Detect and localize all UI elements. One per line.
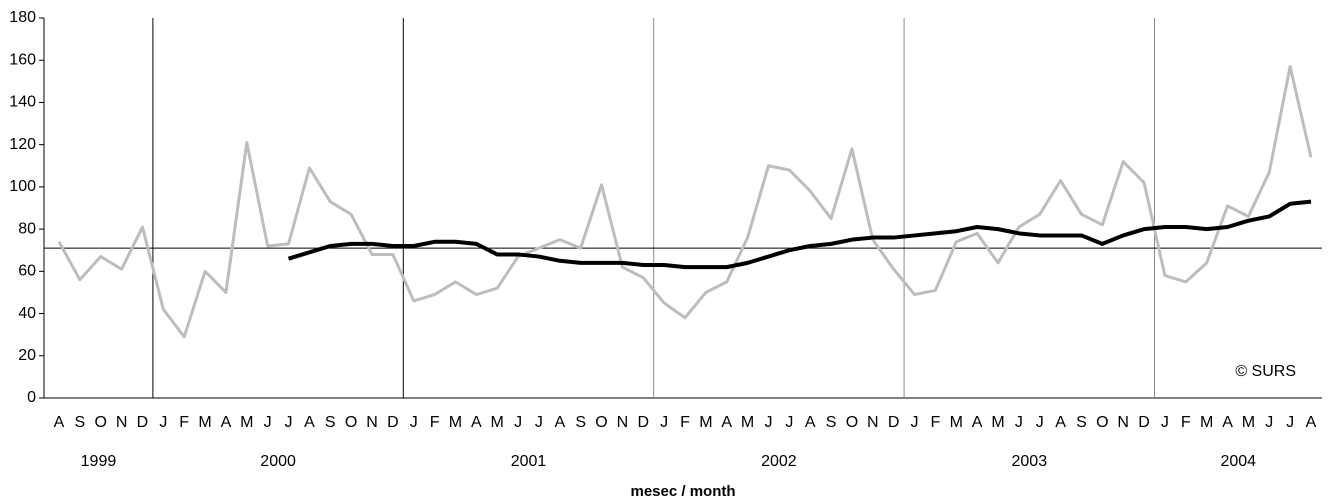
x-tick-label: D xyxy=(387,414,399,431)
x-tick-label: M xyxy=(491,414,504,431)
x-tick-label: S xyxy=(1076,414,1087,431)
x-tick-label: F xyxy=(430,414,440,431)
x-tick-label: F xyxy=(1181,414,1191,431)
x-tick-label: J xyxy=(535,414,543,431)
x-tick-label: M xyxy=(699,414,712,431)
year-label: 2002 xyxy=(761,453,797,470)
x-tick-label: A xyxy=(1306,414,1317,431)
x-tick-label: M xyxy=(1200,414,1213,431)
x-tick-label: M xyxy=(991,414,1004,431)
y-tick-label: 80 xyxy=(18,220,36,237)
x-tick-label: A xyxy=(972,414,983,431)
x-tick-label: A xyxy=(1055,414,1066,431)
year-label: 2001 xyxy=(511,453,547,470)
x-tick-label: M xyxy=(1242,414,1255,431)
x-tick-label: S xyxy=(826,414,837,431)
x-tick-label: S xyxy=(75,414,86,431)
x-tick-label: N xyxy=(366,414,378,431)
x-tick-label: M xyxy=(741,414,754,431)
x-axis-title: mesec / month xyxy=(630,483,735,500)
x-tick-label: N xyxy=(1117,414,1129,431)
x-tick-label: J xyxy=(264,414,272,431)
series-line xyxy=(287,199,1312,270)
x-tick-label: J xyxy=(911,414,919,431)
x-tick-label: A xyxy=(304,414,315,431)
x-tick-label: J xyxy=(1286,414,1294,431)
x-tick-label: J xyxy=(1015,414,1023,431)
x-tick-label: A xyxy=(1222,414,1233,431)
x-tick-label: D xyxy=(137,414,149,431)
x-tick-label: A xyxy=(54,414,65,431)
x-tick-label: O xyxy=(595,414,607,431)
x-tick-label: M xyxy=(240,414,253,431)
x-tick-label: J xyxy=(764,414,772,431)
x-tick-label: N xyxy=(617,414,629,431)
year-label: 1999 xyxy=(81,453,117,470)
x-tick-label: A xyxy=(554,414,565,431)
y-tick-label: 40 xyxy=(18,305,36,322)
x-tick-label: D xyxy=(637,414,649,431)
x-tick-label: A xyxy=(221,414,232,431)
x-tick-label: M xyxy=(449,414,462,431)
series-line xyxy=(57,65,1313,339)
x-tick-label: O xyxy=(846,414,858,431)
x-tick-label: J xyxy=(514,414,522,431)
x-tick-label: M xyxy=(198,414,211,431)
y-tick-label: 20 xyxy=(18,347,36,364)
y-tick-label: 60 xyxy=(18,263,36,280)
x-tick-label: J xyxy=(785,414,793,431)
x-tick-label: O xyxy=(95,414,107,431)
y-tick-label: 120 xyxy=(9,136,36,153)
y-tick-label: 140 xyxy=(9,94,36,111)
x-tick-label: F xyxy=(179,414,189,431)
x-tick-label: S xyxy=(575,414,586,431)
x-tick-label: J xyxy=(1036,414,1044,431)
x-tick-label: J xyxy=(1161,414,1169,431)
x-tick-label: J xyxy=(159,414,167,431)
x-tick-label: O xyxy=(345,414,357,431)
x-tick-label: F xyxy=(931,414,941,431)
x-tick-label: J xyxy=(410,414,418,431)
x-tick-label: J xyxy=(285,414,293,431)
x-tick-label: A xyxy=(471,414,482,431)
year-label: 2004 xyxy=(1220,453,1256,470)
y-tick-label: 160 xyxy=(9,51,36,68)
x-tick-label: J xyxy=(1265,414,1273,431)
x-tick-label: N xyxy=(867,414,879,431)
annotation: © SURS xyxy=(1235,363,1296,380)
x-tick-label: A xyxy=(721,414,732,431)
x-tick-label: N xyxy=(116,414,128,431)
year-label: 2003 xyxy=(1012,453,1048,470)
x-tick-label: D xyxy=(1138,414,1150,431)
x-tick-label: D xyxy=(888,414,900,431)
year-label: 2000 xyxy=(260,453,296,470)
x-tick-label: A xyxy=(805,414,816,431)
x-tick-label: O xyxy=(1096,414,1108,431)
x-tick-label: F xyxy=(680,414,690,431)
x-tick-label: S xyxy=(325,414,336,431)
y-tick-label: 100 xyxy=(9,178,36,195)
y-tick-label: 180 xyxy=(9,9,36,26)
x-tick-label: M xyxy=(950,414,963,431)
x-tick-label: J xyxy=(660,414,668,431)
y-tick-label: 0 xyxy=(27,389,36,406)
